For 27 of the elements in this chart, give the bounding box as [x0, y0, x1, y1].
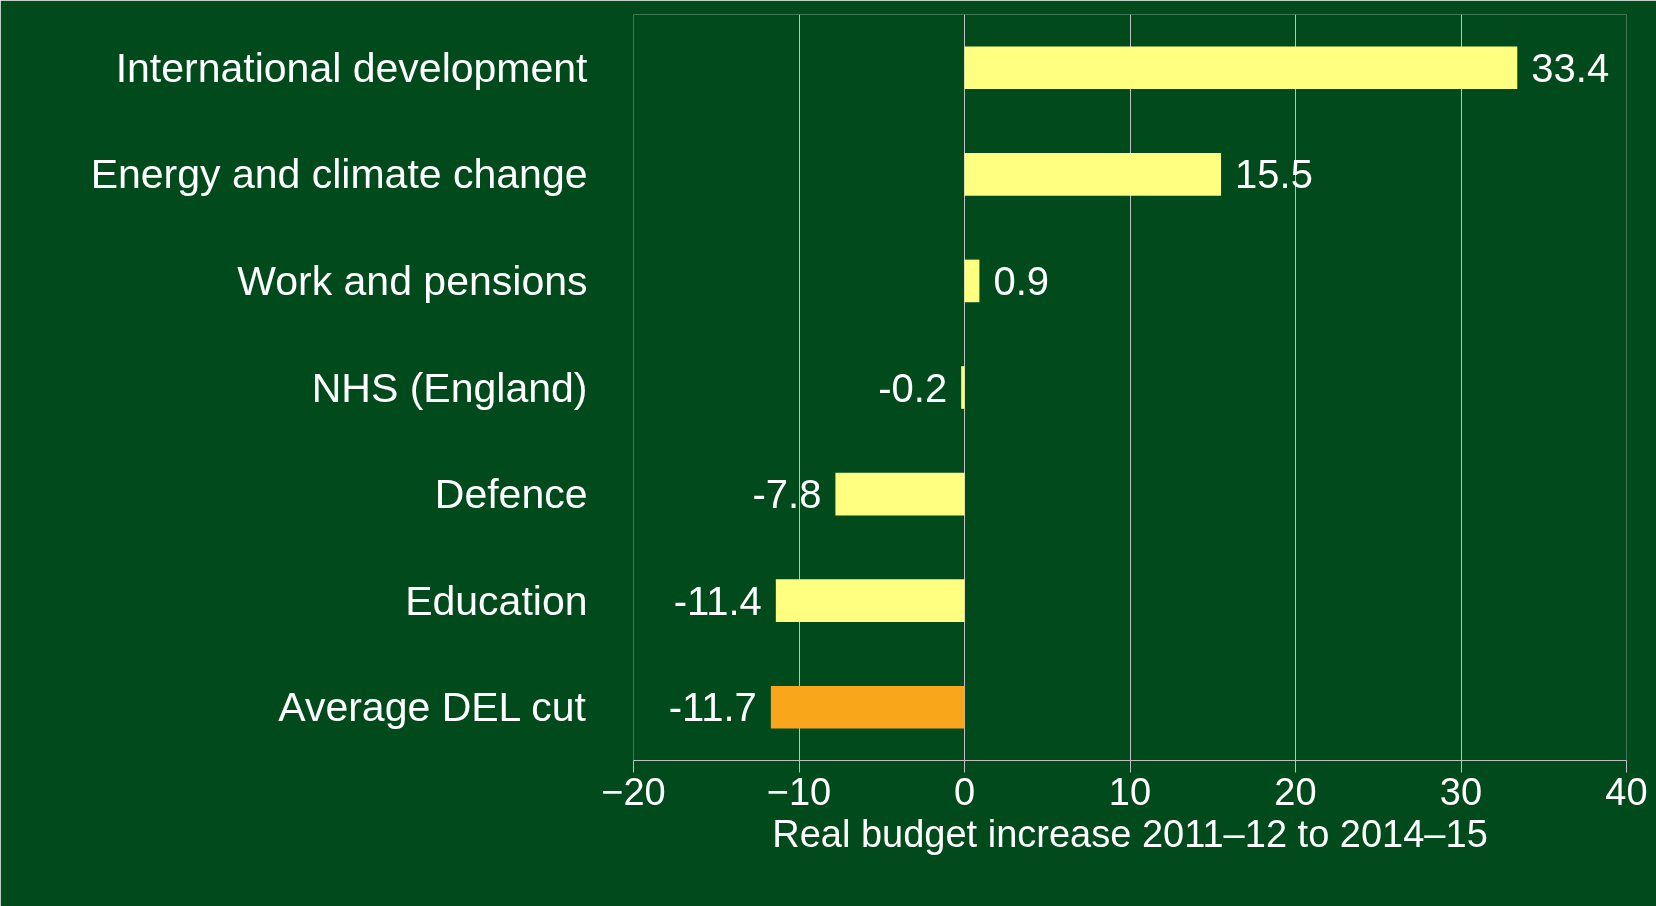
y-tick-label: Defence: [434, 471, 588, 518]
bar: [770, 685, 965, 729]
x-tick-label: −10: [766, 770, 832, 813]
data-label: -11.4: [673, 578, 762, 623]
x-tick-label: 20: [1274, 770, 1317, 813]
bar: [964, 153, 1222, 196]
data-label: -0.2: [878, 365, 948, 410]
data-label: 0.9: [993, 258, 1049, 303]
bar: [961, 366, 965, 409]
y-tick-label: International development: [115, 44, 589, 91]
bar: [964, 259, 980, 303]
y-tick-label: Education: [405, 577, 588, 624]
x-tick-label: −20: [601, 770, 666, 813]
data-label: -11.7: [668, 685, 757, 730]
bar: [775, 579, 965, 622]
data-label: 33.4: [1531, 45, 1610, 90]
bar: [964, 46, 1518, 90]
y-tick-label: Average DEL cut: [278, 684, 587, 731]
x-axis-title: Real budget increase 2011–12 to 2014–15: [772, 812, 1488, 855]
y-tick-label: Work and pensions: [237, 257, 588, 304]
y-tick-label: Energy and climate change: [90, 151, 588, 198]
bar: [835, 472, 965, 516]
x-tick-label: 0: [953, 770, 976, 813]
x-tick-label: 30: [1439, 770, 1483, 813]
x-tick-label: 10: [1108, 770, 1152, 813]
x-tick-label: 40: [1605, 770, 1648, 813]
y-tick-label: NHS (England): [311, 364, 588, 411]
